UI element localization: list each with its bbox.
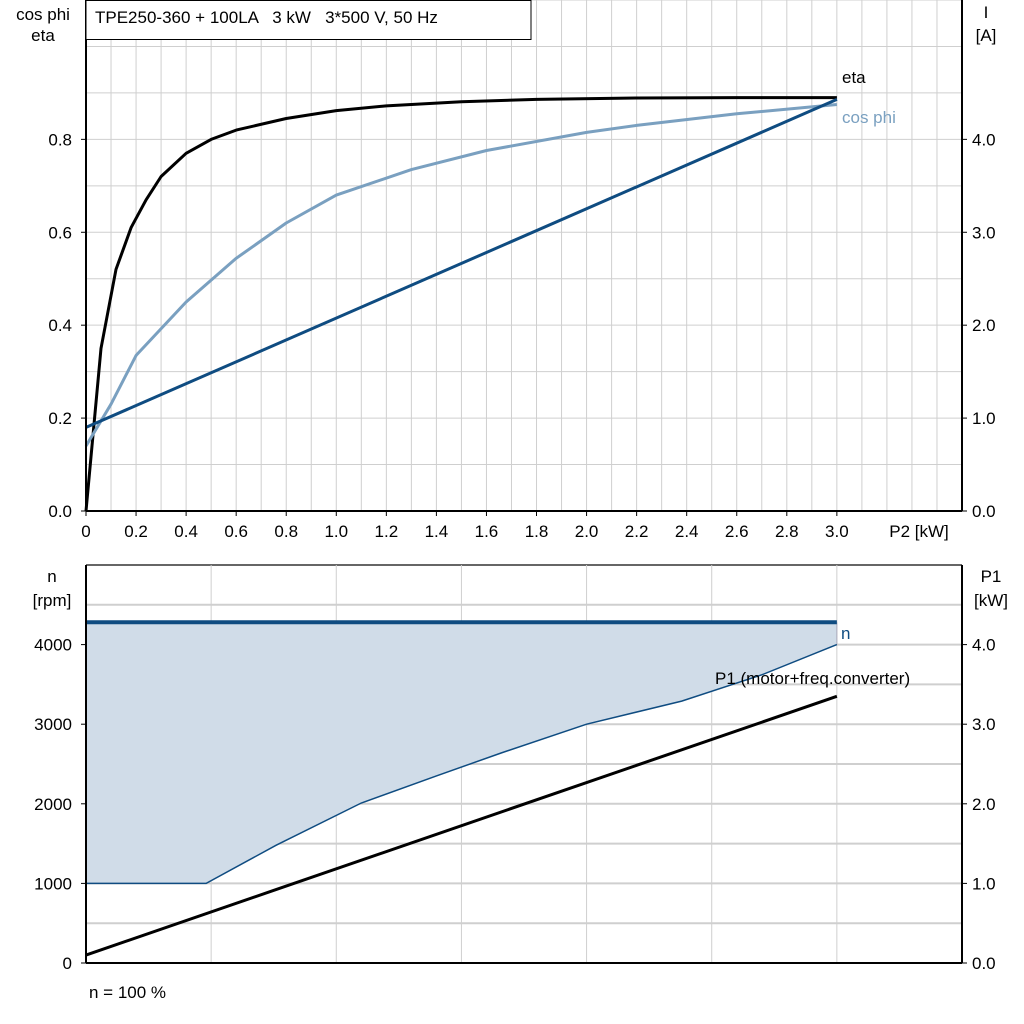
y-tick-label-left: 0.4 <box>48 316 72 335</box>
y-axis-label-right: [kW] <box>974 591 1008 610</box>
y-tick-label-left: 2000 <box>34 795 72 814</box>
y-axis-label-right: P1 <box>981 567 1002 586</box>
series-label-n: n <box>841 624 850 643</box>
series-label-eta: eta <box>842 68 866 87</box>
y-tick-label-left: 4000 <box>34 636 72 655</box>
cos-phi-curve <box>84 103 838 447</box>
chart-title: TPE250-360 + 100LA 3 kW 3*500 V, 50 Hz <box>95 8 438 27</box>
speed-range-area <box>86 622 837 884</box>
eta-curve <box>84 96 837 512</box>
y-tick-label-left: 0.2 <box>48 409 72 428</box>
y-tick-label-right: 4.0 <box>972 130 996 149</box>
x-tick-label: 1.2 <box>375 522 399 541</box>
x-tick-label: 2.0 <box>575 522 599 541</box>
min-speed-curve <box>86 643 838 885</box>
y-tick-label-left: 0.0 <box>48 502 72 521</box>
x-tick-label: 1.6 <box>475 522 499 541</box>
y-tick-label-left: 3000 <box>34 715 72 734</box>
y-tick-label-left: 1000 <box>34 874 72 893</box>
y-tick-label-right: 3.0 <box>972 715 996 734</box>
x-tick-label: 1.0 <box>324 522 348 541</box>
series-label-cos-phi: cos phi <box>842 108 896 127</box>
p1-curve <box>85 694 838 957</box>
y-axis-label-left: eta <box>31 26 55 45</box>
series-label-p1: P1 (motor+freq.converter) <box>715 669 910 688</box>
y-tick-label-left: 0.6 <box>48 223 72 242</box>
y-tick-label-left: 0 <box>63 954 72 973</box>
x-tick-label: 2.4 <box>675 522 699 541</box>
y-axis-label-right: [A] <box>976 26 997 45</box>
x-tick-label: 2.8 <box>775 522 799 541</box>
y-tick-label-right: 4.0 <box>972 636 996 655</box>
x-axis-label: P2 [kW] <box>889 522 949 541</box>
y-axis-label-left: n <box>47 567 56 586</box>
x-tick-label: 1.4 <box>425 522 449 541</box>
x-tick-label: 1.8 <box>525 522 549 541</box>
y-axis-label-left: cos phi <box>16 5 70 24</box>
y-tick-label-left: 0.8 <box>48 130 72 149</box>
x-tick-label: 0.2 <box>124 522 148 541</box>
y-axis-label-right: I <box>984 3 989 22</box>
y-tick-label-right: 2.0 <box>972 795 996 814</box>
footnote: n = 100 % <box>89 983 166 1002</box>
y-axis-label-left: [rpm] <box>33 591 72 610</box>
y-tick-label-right: 3.0 <box>972 223 996 242</box>
current-curve <box>85 98 838 429</box>
x-tick-label: 0.4 <box>174 522 198 541</box>
y-tick-label-right: 2.0 <box>972 316 996 335</box>
x-tick-label: 0 <box>81 522 90 541</box>
x-tick-label: 2.6 <box>725 522 749 541</box>
x-tick-label: 3.0 <box>825 522 849 541</box>
x-tick-label: 0.8 <box>274 522 298 541</box>
y-tick-label-right: 0.0 <box>972 954 996 973</box>
title-box <box>85 0 532 40</box>
y-tick-label-right: 1.0 <box>972 409 996 428</box>
x-tick-label: 0.6 <box>224 522 248 541</box>
y-tick-label-right: 0.0 <box>972 502 996 521</box>
x-tick-label: 2.2 <box>625 522 649 541</box>
y-tick-label-right: 1.0 <box>972 874 996 893</box>
